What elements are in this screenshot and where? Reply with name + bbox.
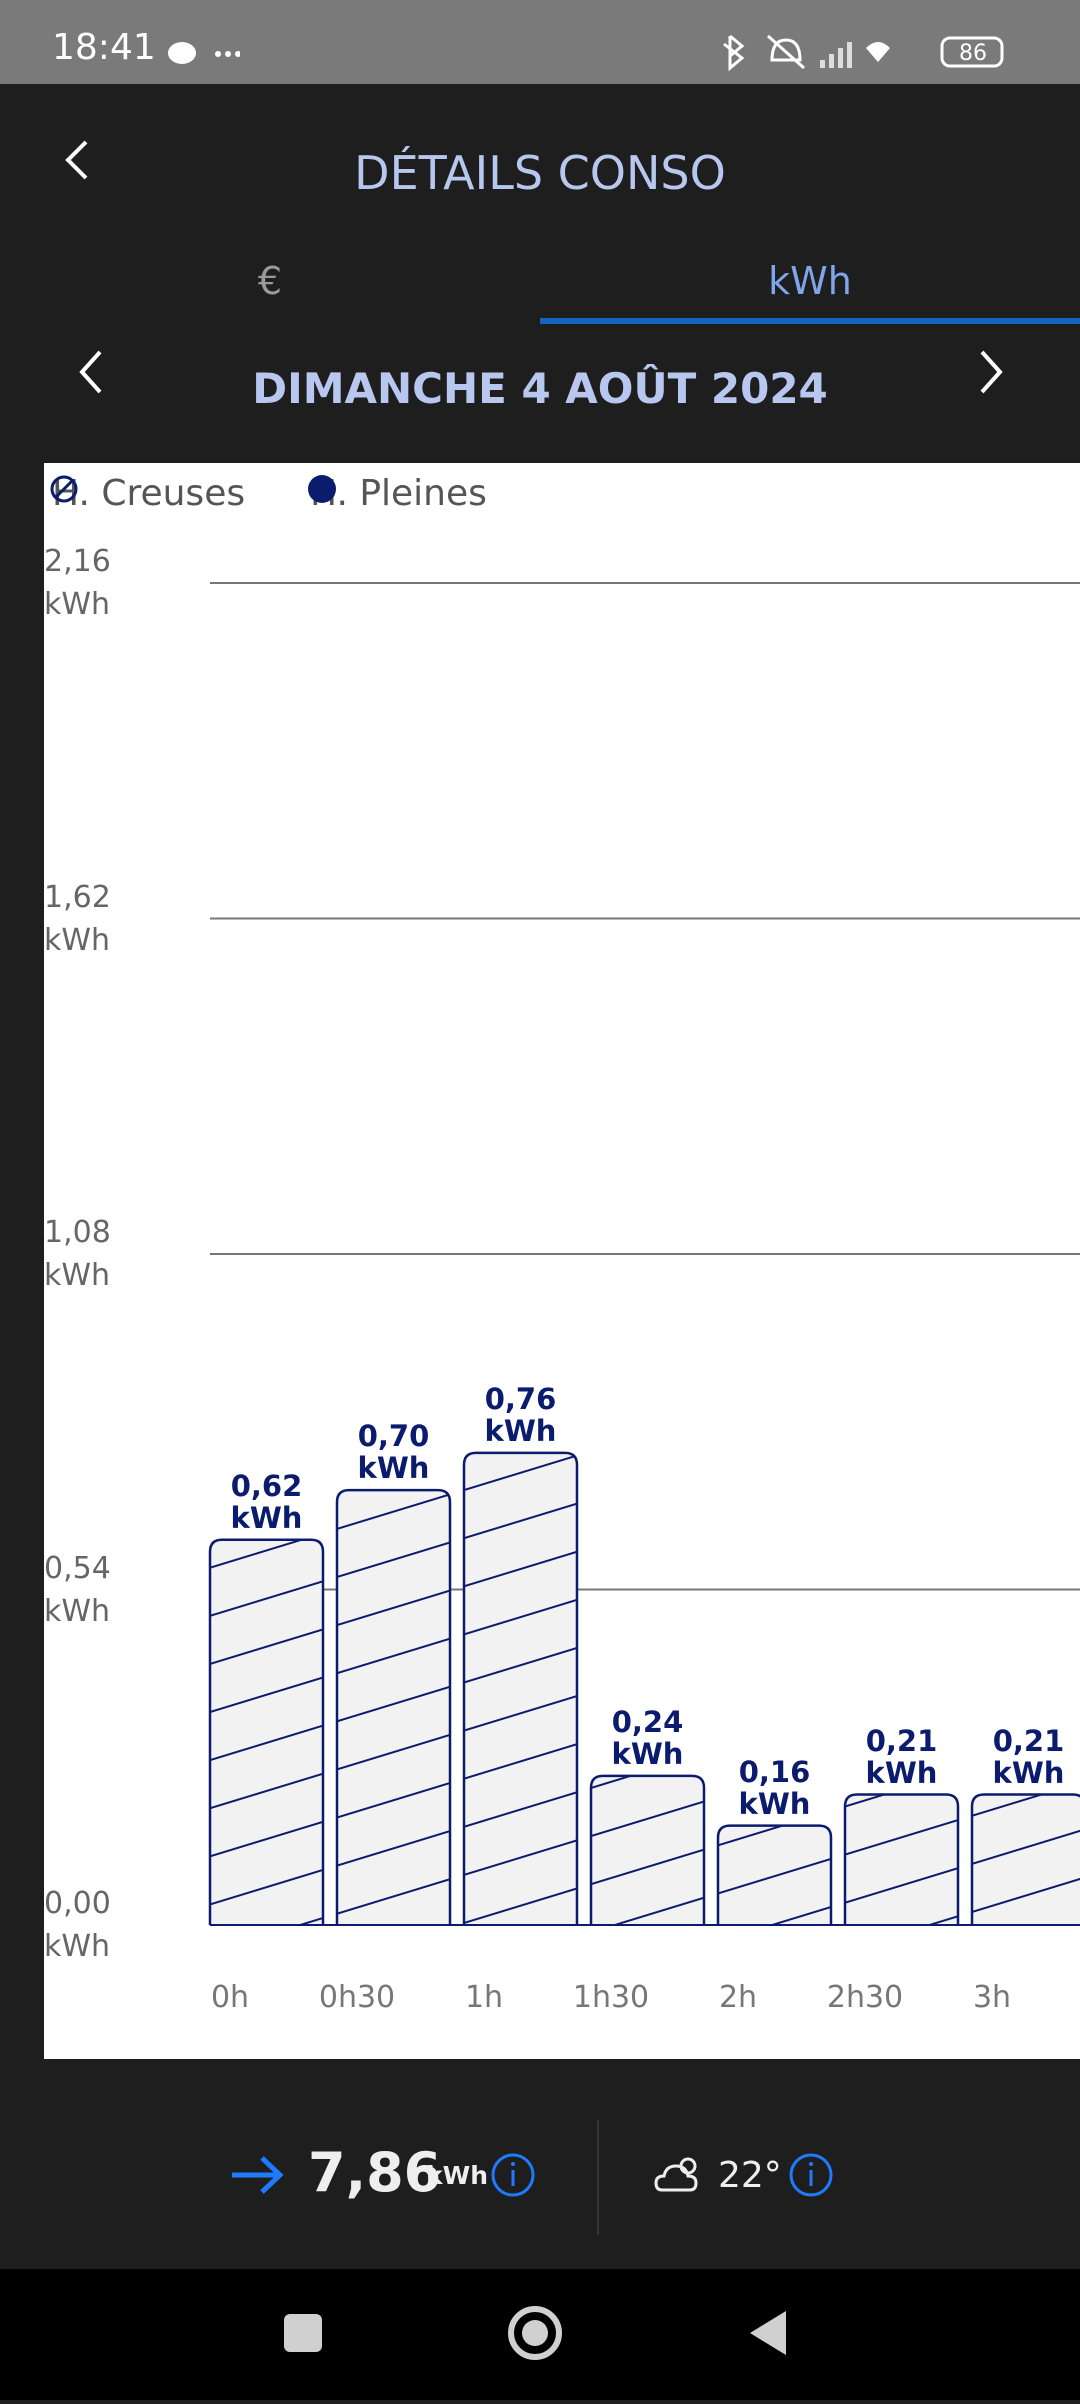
legend-marker (50, 475, 78, 503)
legend-item: H. Creuses (48, 473, 245, 514)
previous-day[interactable] (70, 348, 110, 398)
legend-label: H. Pleines (310, 473, 487, 514)
weather-info-button[interactable] (788, 2152, 834, 2198)
back-nav-button[interactable] (750, 2311, 786, 2355)
bar (970, 1793, 1080, 1925)
recents-button[interactable] (284, 2314, 322, 2352)
y-tick-label: 0,54 kWh (44, 1550, 111, 1629)
bar (843, 1793, 960, 1925)
weather-icon (654, 2157, 698, 2192)
status-time: 18:41 (52, 27, 156, 68)
battery-level: 86 (959, 41, 987, 66)
chart-panel: 0,00 kWh 0,54 kWh 1,08 kWh 1,62 kWh 2,16 kWh… (44, 463, 1080, 2059)
x-tick-label: 0h (210, 1980, 250, 2015)
navigation-bar (0, 2269, 1080, 2400)
tab-kwh[interactable]: kWh (768, 259, 852, 303)
x-tick-label: 3h (972, 1980, 1012, 2015)
y-tick-label: 1,62 kWh (44, 879, 111, 958)
value-label: 0,21 kWh (865, 1723, 938, 1790)
total-consumption: 7,86 (308, 2141, 442, 2204)
page-title: DÉTAILS CONSO (354, 146, 726, 200)
date-label: DIMANCHE 4 AOÛT 2024 (252, 364, 828, 413)
bar (335, 1488, 452, 1925)
next-day[interactable] (972, 348, 1012, 398)
home-button[interactable] (508, 2306, 562, 2360)
legend-label: H. Creuses (52, 473, 246, 514)
tab-euro[interactable]: € (257, 259, 283, 303)
y-tick-label: 1,08 kWh (44, 1215, 111, 1293)
y-tick-label: 2,16 kWh (44, 544, 111, 622)
value-label: 0,16 kWh (738, 1754, 811, 1821)
x-tick-label: 1h (464, 1980, 504, 2015)
x-tick-label: 0h30 (318, 1980, 396, 2015)
bar (462, 1451, 579, 1925)
x-tick-label: 1h30 (572, 1980, 650, 2015)
footer-divider (597, 2120, 599, 2235)
value-label: 0,21 kWh (992, 1723, 1065, 1790)
arrow-icon (232, 2156, 284, 2194)
status-bar: 18:41 86 (0, 0, 1080, 84)
info-button[interactable] (490, 2152, 536, 2198)
status-icons (168, 42, 240, 64)
bar (716, 1824, 833, 1925)
value-label: 0,76 kWh (484, 1381, 557, 1448)
chart (208, 582, 1080, 1926)
home-dot (522, 2320, 548, 2346)
x-tick-label: 2h30 (826, 1980, 904, 2015)
tab-indicator (540, 318, 1080, 324)
back-button[interactable] (56, 136, 96, 186)
temperature: 22° (718, 2155, 782, 2196)
legend-item: H. Pleines (306, 473, 487, 514)
bar (589, 1774, 706, 1925)
value-label: 0,62 kWh (230, 1468, 303, 1535)
legend-marker (308, 475, 336, 503)
navigation-buttons (284, 2306, 786, 2360)
status-system-icons (723, 34, 1004, 72)
value-label: 0,70 kWh (357, 1419, 430, 1486)
x-tick-label: 2h (718, 1980, 758, 2015)
bar (208, 1538, 325, 1925)
value-label: 0,24 kWh (611, 1704, 684, 1771)
total-unit: kWh (426, 2161, 488, 2190)
y-tick-label: 0,00 kWh (44, 1886, 111, 1964)
